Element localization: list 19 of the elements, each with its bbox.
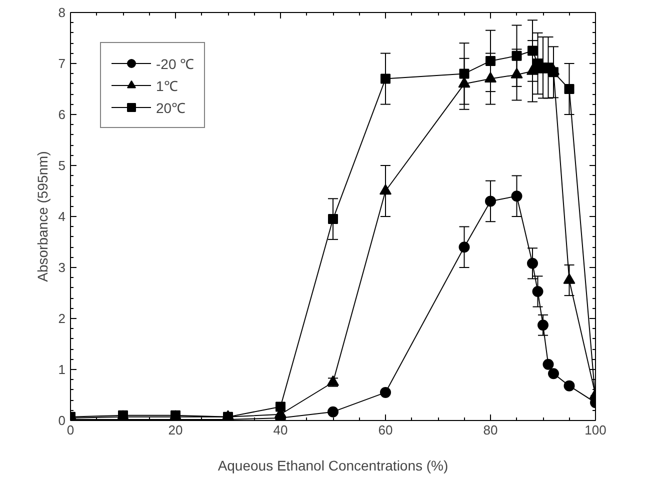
y-tick-label: 2	[58, 311, 66, 326]
y-tick-label: 4	[58, 209, 66, 224]
x-tick-label: 100	[584, 422, 606, 438]
y-tick-label: 5	[58, 158, 66, 173]
legend-label: -20 ℃	[156, 54, 194, 72]
x-tick-label: 20	[168, 422, 183, 438]
y-tick-label: 1	[58, 362, 66, 377]
x-axis-title: Aqueous Ethanol Concentrations (%)	[218, 458, 448, 474]
y-tick-label: 6	[58, 107, 66, 122]
x-tick-label: 80	[483, 422, 498, 438]
y-tick-label: 8	[58, 5, 66, 20]
legend-label: 20℃	[156, 98, 186, 116]
x-tick-label: 40	[273, 422, 288, 438]
legend-label: 1℃	[156, 76, 178, 94]
x-tick-label: 60	[378, 422, 393, 438]
y-tick-label: 3	[58, 260, 66, 275]
y-tick-label: 7	[58, 56, 66, 71]
y-axis-title: Absorbance (595nm)	[34, 151, 50, 282]
y-tick-label: 0	[58, 413, 66, 428]
